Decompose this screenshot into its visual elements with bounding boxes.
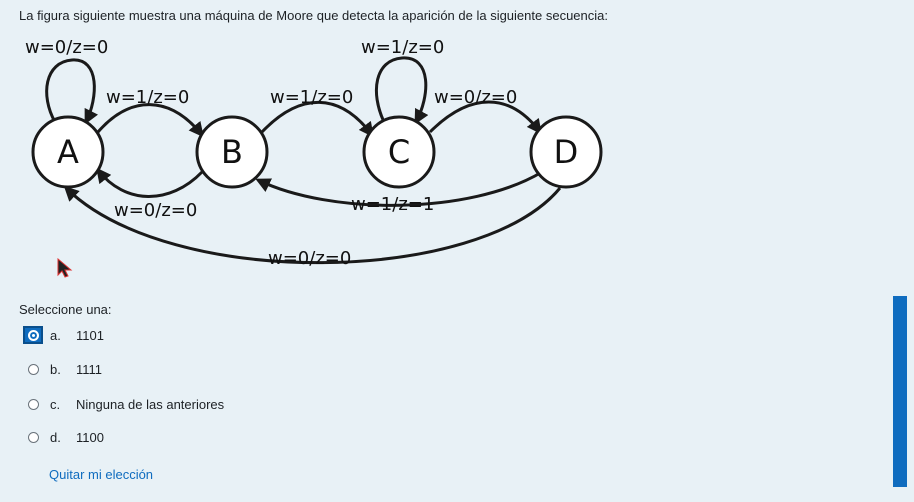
label-c-self: w=1/z=0 <box>361 37 444 58</box>
moore-machine-diagram: A B C D w=0/z=0 w=1/z=0 w=0/z=0 w=1/z=0 … <box>25 37 603 269</box>
edge-c-d <box>428 100 542 135</box>
radio-option-a[interactable] <box>23 326 43 344</box>
edge-a-self <box>45 58 99 125</box>
option-d-text: 1100 <box>76 429 104 445</box>
state-c-label: C <box>388 133 410 171</box>
label-d-b: w=1/z=1 <box>351 194 434 215</box>
state-a-label: A <box>57 133 79 171</box>
radio-option-b[interactable] <box>23 360 43 378</box>
edge-b-c <box>260 100 374 138</box>
label-b-a: w=0/z=0 <box>114 200 197 221</box>
edge-b-a <box>96 167 204 198</box>
radio-option-c[interactable] <box>23 395 43 413</box>
answer-prompt: Seleccione una: <box>19 302 112 317</box>
state-a: A <box>31 115 105 189</box>
option-b[interactable]: b. 1111 <box>23 358 102 380</box>
state-d: D <box>529 115 603 189</box>
label-d-a: w=0/z=0 <box>268 248 351 269</box>
option-b-letter: b. <box>50 361 61 377</box>
state-b: B <box>195 115 269 189</box>
state-c: C <box>362 115 436 189</box>
option-d-letter: d. <box>50 429 61 445</box>
scrollbar-thumb[interactable] <box>893 296 907 487</box>
label-a-self: w=0/z=0 <box>25 37 108 58</box>
option-a-letter: a. <box>50 327 61 343</box>
edge-d-a <box>63 185 562 265</box>
radio-option-d[interactable] <box>23 428 43 446</box>
option-a[interactable]: a. 1101 <box>23 324 104 346</box>
label-c-d: w=0/z=0 <box>434 87 517 108</box>
option-a-text: 1101 <box>76 327 104 343</box>
option-c-letter: c. <box>50 396 61 412</box>
option-c-text: Ninguna de las anteriores <box>76 396 225 412</box>
state-d-label: D <box>554 133 579 171</box>
clear-choice-link[interactable]: Quitar mi elección <box>49 467 154 482</box>
question-text: La figura siguiente muestra una máquina … <box>19 8 608 23</box>
mouse-cursor-icon <box>57 258 73 278</box>
option-d[interactable]: d. 1100 <box>23 426 104 448</box>
edge-d-b <box>255 170 543 207</box>
label-a-b: w=1/z=0 <box>106 87 189 108</box>
option-b-text: 1111 <box>76 361 103 377</box>
state-b-label: B <box>221 133 243 171</box>
edge-a-b <box>96 103 204 138</box>
label-b-c: w=1/z=0 <box>270 87 353 108</box>
option-c[interactable]: c. Ninguna de las anteriores <box>23 393 224 415</box>
edge-c-self <box>375 56 429 125</box>
